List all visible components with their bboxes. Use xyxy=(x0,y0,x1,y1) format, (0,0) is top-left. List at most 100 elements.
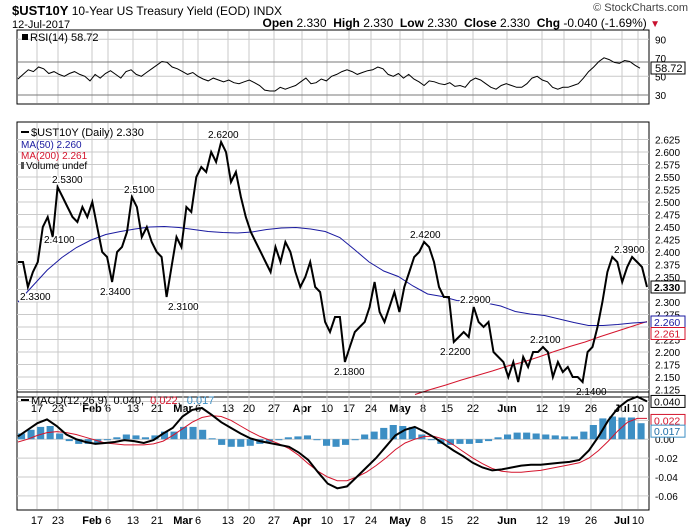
price-annotation-label: 2.3300 xyxy=(20,292,51,303)
price-annotation-label: 2.2200 xyxy=(440,347,471,358)
chg-label: Chg xyxy=(536,16,561,30)
macd-histogram-bar xyxy=(237,439,245,447)
rsi-axis: 90 70 50 30 xyxy=(655,35,667,102)
price-line xyxy=(18,139,648,385)
rsi-grid xyxy=(17,31,649,103)
price-tick-label: 2.575 xyxy=(655,161,680,172)
macd-histogram-bar xyxy=(342,439,350,445)
macd-histogram-bar xyxy=(589,425,597,440)
macd-x-label: 23 xyxy=(52,515,64,527)
macd-histogram-bar xyxy=(465,439,473,444)
macd-x-label: 10 xyxy=(321,515,333,527)
macd-histogram-bar xyxy=(637,423,645,440)
macd-histogram-bar xyxy=(303,435,311,440)
macd-x-label: 13 xyxy=(222,515,234,527)
rsi-tick-label: 70 xyxy=(655,54,667,65)
macd-histogram-bar xyxy=(456,439,464,444)
macd-legend-label: MACD(12,26,9) 0.040, 0.022, 0.017 xyxy=(31,395,214,407)
macd-histogram-bar xyxy=(180,426,188,440)
macd-histogram-bar xyxy=(113,437,121,440)
rsi-current-tag: 58.72 xyxy=(650,61,686,75)
macd-right-tag-label: 0.022 xyxy=(654,415,680,427)
price-right-tag-label: 2.330 xyxy=(654,282,680,294)
price-annotation-label: 2.3100 xyxy=(168,302,199,313)
price-tick-label: 2.400 xyxy=(655,248,680,259)
close-value: 2.330 xyxy=(500,16,531,30)
macd-histogram-bar xyxy=(132,435,140,440)
chart-exchange: INDX xyxy=(253,4,283,18)
macd-histogram-bar xyxy=(351,439,359,441)
macd-legend: MACD(12,26,9) 0.040, 0.022, 0.017 xyxy=(21,395,214,407)
macd-histogram-bar xyxy=(380,427,388,440)
chg-value: -0.040 (-1.69%) xyxy=(563,16,647,30)
macd-histogram-bar xyxy=(18,433,26,440)
ma200-legend-label: MA(200) 2.261 xyxy=(21,151,88,162)
macd-histogram-bar xyxy=(570,436,578,440)
price-annotation-label: 2.3400 xyxy=(100,287,131,298)
chart-symbol-line: $UST10Y 10-Year US Treasury Yield (EOD) … xyxy=(12,3,282,18)
macd-x-label: 6 xyxy=(105,515,111,527)
macd-x-label: 26 xyxy=(585,515,597,527)
close-label: Close xyxy=(463,16,497,30)
price-tick-label: 2.300 xyxy=(655,298,680,309)
open-value: 2.330 xyxy=(296,16,327,30)
macd-x-label: Jun xyxy=(497,515,517,527)
macd-x-label: 17 xyxy=(31,515,43,527)
rsi-tick-label: 30 xyxy=(655,91,667,102)
macd-histogram-bar xyxy=(427,439,435,441)
macd-histogram-bar xyxy=(485,439,493,442)
macd-x-label: 24 xyxy=(365,515,377,527)
macd-panel: 0.040.020.00-0.02-0.04-0.06 MACD(12,26,9… xyxy=(16,391,686,527)
macd-histogram-bar xyxy=(27,429,35,440)
macd-histogram-bar xyxy=(323,439,331,446)
rsi-tick-label: 50 xyxy=(655,72,667,83)
watermark: © StockCharts.com xyxy=(593,2,688,14)
high-label: High xyxy=(333,16,360,30)
macd-histogram-bar xyxy=(504,434,512,440)
price-annotation-label: 2.2100 xyxy=(530,335,561,346)
high-value: 2.330 xyxy=(363,16,394,30)
macd-histogram-bar xyxy=(246,439,254,446)
rsi-current-value: 58.72 xyxy=(655,63,683,75)
macd-x-label: Mar xyxy=(173,515,193,527)
rsi-frame xyxy=(16,29,650,105)
price-annotations: 2.3300 2.4100 2.5300 2.3400 2.5100 2.3100 2.62… xyxy=(19,129,647,400)
macd-x-label: 6 xyxy=(195,515,201,527)
macd-histogram-bar xyxy=(523,432,531,440)
macd-histogram-bar xyxy=(361,434,369,440)
macd-legend-signal: 0.022 xyxy=(150,395,178,407)
macd-histogram-bar xyxy=(408,426,416,440)
macd-x-label: 13 xyxy=(127,515,139,527)
macd-histogram-bar xyxy=(542,434,550,440)
macd-histogram-bar xyxy=(294,436,302,440)
macd-x-label: 20 xyxy=(243,515,255,527)
price-tick-label: 2.475 xyxy=(655,211,680,222)
price-tick-label: 2.175 xyxy=(655,361,680,372)
macd-histogram-bar xyxy=(275,439,283,441)
price-tick-label: 2.225 xyxy=(655,336,680,347)
macd-histogram-bar xyxy=(284,437,292,440)
macd-histogram-bar xyxy=(389,425,397,440)
macd-x-label: Apr xyxy=(293,515,313,527)
macd-histogram-bar xyxy=(332,439,340,447)
macd-grid xyxy=(17,393,649,509)
macd-histogram-bar xyxy=(208,438,216,440)
price-annotation-label: 2.2900 xyxy=(460,295,491,306)
price-right-tag-label: 2.261 xyxy=(654,329,680,341)
macd-histogram-bar xyxy=(227,439,235,447)
macd-histogram-bar xyxy=(199,429,207,440)
price-annotation-label: 2.4200 xyxy=(410,230,441,241)
macd-histogram-bar xyxy=(161,431,169,440)
rsi-panel: 90 70 50 30 RSI(14) 58.72 58.72 xyxy=(16,29,686,105)
macd-tick-label: -0.04 xyxy=(655,473,678,484)
macd-x-axis: 17 23 Feb 6 13 21 Mar 6 13 20 27 Apr 10 17 24 May 8 15 22 J… xyxy=(31,515,644,527)
chart-date: 12-Jul-2017 xyxy=(12,19,71,31)
macd-x-label: 21 xyxy=(151,515,163,527)
macd-legend-prefix: MACD(12,26,9) xyxy=(31,395,107,407)
macd-histogram-bar xyxy=(627,417,635,440)
macd-tick-label: -0.02 xyxy=(655,454,678,465)
macd-histogram-bar xyxy=(618,417,626,440)
price-tick-label: 2.125 xyxy=(655,386,680,397)
price-legend: $UST10Y (Daily) 2.330 MA(50) 2.260 MA(20… xyxy=(21,127,144,172)
